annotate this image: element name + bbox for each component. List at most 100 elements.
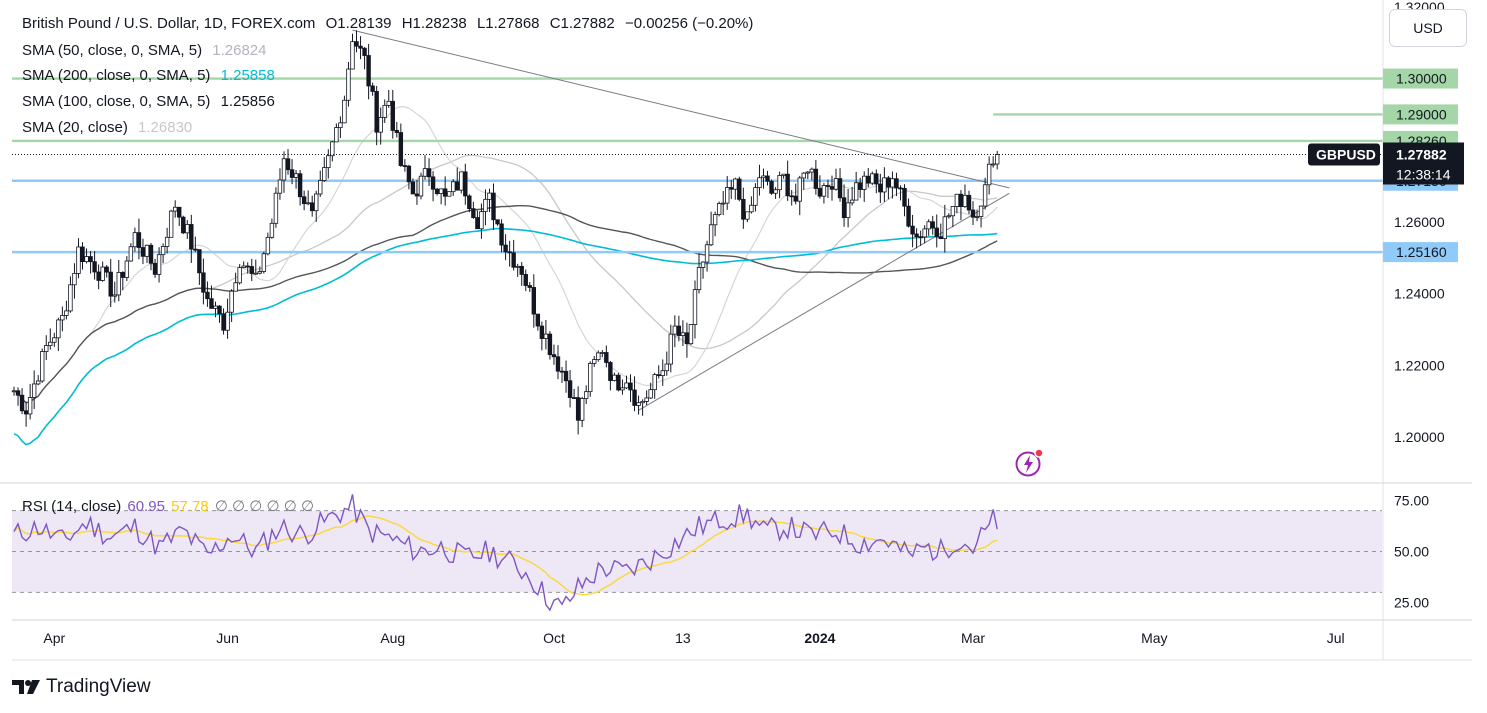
trendline bbox=[352, 29, 1010, 189]
candle-up bbox=[853, 182, 859, 201]
candle-down bbox=[245, 265, 250, 268]
tradingview-brand: TradingView bbox=[46, 676, 151, 697]
candle-down bbox=[96, 271, 101, 281]
candle-up bbox=[588, 362, 593, 393]
candle-down bbox=[966, 194, 972, 211]
candle-down bbox=[362, 47, 367, 56]
candle-down bbox=[813, 168, 819, 189]
candle-up bbox=[172, 206, 178, 212]
indicator-sma20[interactable]: SMA (20, close) 1.26830 bbox=[22, 118, 198, 138]
candle-up bbox=[833, 178, 839, 190]
symbol-tag bbox=[1308, 143, 1380, 166]
indicator-value: 1.26824 bbox=[212, 42, 267, 59]
candle-up bbox=[600, 352, 605, 354]
candle-down bbox=[15, 390, 21, 396]
indicator-sma200[interactable]: SMA (200, close, 0, SMA, 5) 1.25858 bbox=[22, 66, 281, 86]
candle-down bbox=[934, 227, 939, 238]
candle-up bbox=[128, 246, 134, 262]
candle-up bbox=[612, 374, 617, 381]
candle-up bbox=[418, 175, 424, 197]
candle-up bbox=[982, 184, 988, 207]
candle-up bbox=[241, 265, 246, 268]
candle-down bbox=[789, 195, 794, 198]
candle-up bbox=[144, 244, 150, 257]
candle-up bbox=[624, 382, 629, 389]
candle-down bbox=[531, 287, 537, 315]
candle-up bbox=[648, 389, 653, 399]
candle-up bbox=[809, 168, 815, 173]
indicator-label: SMA (50, close, 0, SMA, 5) bbox=[22, 42, 203, 59]
candle-down bbox=[571, 397, 577, 399]
candle-up bbox=[68, 284, 73, 312]
candle-down bbox=[914, 233, 919, 238]
candle-up bbox=[712, 214, 718, 226]
candle-down bbox=[539, 325, 545, 339]
candle-down bbox=[471, 208, 476, 218]
rsi-ma-line bbox=[13, 515, 998, 596]
candle-up bbox=[644, 397, 649, 402]
indicator-value: 1.25858 bbox=[220, 67, 275, 84]
indicator-sma100[interactable]: SMA (100, close, 0, SMA, 5) 1.25856 bbox=[22, 92, 281, 112]
candle-up bbox=[870, 173, 875, 184]
flash-icon[interactable] bbox=[1014, 448, 1044, 478]
candle-up bbox=[680, 332, 686, 336]
candle-down bbox=[19, 394, 25, 412]
low-label: L bbox=[476, 15, 486, 32]
candle-down bbox=[499, 223, 504, 246]
candle-down bbox=[249, 266, 254, 274]
candle-up bbox=[11, 390, 17, 393]
candle-up bbox=[757, 177, 762, 189]
high-label: H bbox=[401, 15, 413, 32]
candle-up bbox=[261, 253, 267, 272]
candle-up bbox=[124, 260, 130, 278]
candle-down bbox=[217, 305, 222, 315]
indicator-label: SMA (20, close) bbox=[22, 119, 128, 136]
candle-up bbox=[112, 294, 117, 297]
candle-up bbox=[438, 188, 444, 194]
candle-down bbox=[23, 410, 29, 415]
sma200-line bbox=[13, 227, 998, 446]
rsi-ma-value: 57.78 bbox=[171, 498, 209, 515]
price-pane bbox=[11, 29, 1383, 446]
tradingview-footer[interactable]: TradingView bbox=[12, 676, 151, 698]
candle-up bbox=[882, 177, 887, 193]
candle-up bbox=[225, 311, 230, 331]
candle-up bbox=[753, 187, 758, 206]
candle-up bbox=[27, 397, 33, 415]
candle-up bbox=[318, 180, 323, 195]
candle-up bbox=[805, 171, 811, 174]
candle-up bbox=[660, 370, 665, 376]
candle-up bbox=[849, 199, 855, 204]
candle-up bbox=[269, 222, 275, 238]
candle-down bbox=[559, 370, 565, 373]
candle-up bbox=[314, 193, 319, 212]
candle-up bbox=[696, 267, 702, 291]
candle-down bbox=[358, 45, 363, 49]
candle-up bbox=[640, 401, 645, 404]
candle-down bbox=[527, 285, 532, 288]
candle-down bbox=[555, 356, 561, 372]
time-tick-label: 2024 bbox=[804, 630, 835, 646]
candle-up bbox=[596, 352, 601, 360]
candle-up bbox=[862, 175, 867, 190]
candle-up bbox=[620, 387, 625, 391]
candle-down bbox=[878, 183, 883, 193]
candle-up bbox=[801, 172, 806, 179]
candle-down bbox=[829, 186, 835, 190]
axes: 1.320001.300001.280001.260001.240001.220… bbox=[0, 0, 1472, 661]
candle-down bbox=[463, 171, 468, 197]
open-value: 1.28139 bbox=[337, 15, 392, 32]
current-price-label: 1.27882 bbox=[1396, 146, 1447, 162]
indicator-sma50[interactable]: SMA (50, close, 0, SMA, 5) 1.26824 bbox=[22, 41, 272, 61]
rsi-label: RSI (14, close) bbox=[22, 498, 122, 515]
candle-down bbox=[414, 193, 420, 197]
rsi-legend[interactable]: RSI (14, close) 60.95 57.78 ∅ ∅ ∅ ∅ ∅ ∅ bbox=[22, 497, 320, 517]
candle-down bbox=[837, 178, 843, 199]
candle-down bbox=[938, 236, 943, 240]
currency-button[interactable]: USD bbox=[1389, 9, 1467, 47]
candle-down bbox=[567, 380, 573, 398]
time-tick-label: 13 bbox=[675, 630, 691, 646]
rsi-line bbox=[13, 494, 998, 612]
candle-down bbox=[221, 313, 226, 331]
